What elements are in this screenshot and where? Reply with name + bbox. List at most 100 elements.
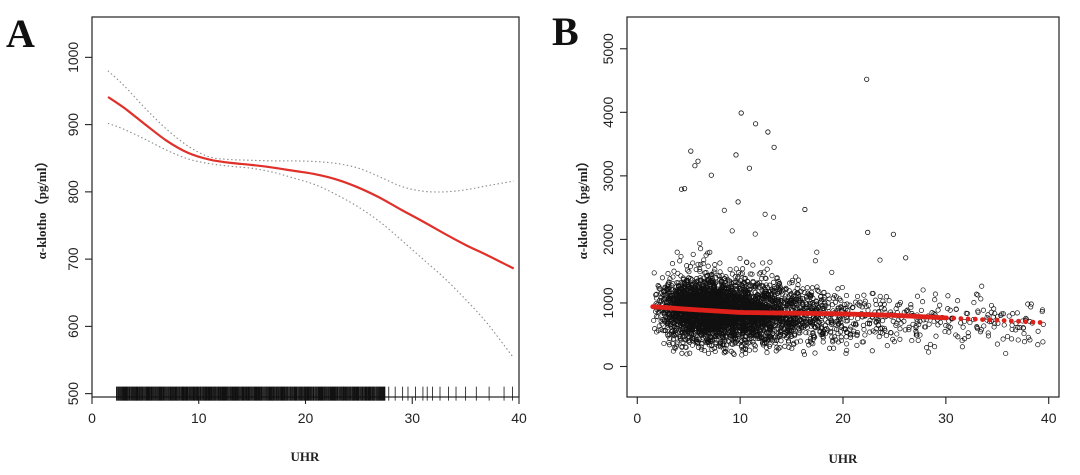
data-point (786, 288, 792, 294)
data-point (668, 322, 674, 328)
data-point (1015, 337, 1021, 343)
data-point (752, 347, 758, 353)
data-point (914, 293, 921, 299)
data-point (774, 284, 780, 291)
data-point (668, 316, 674, 323)
ci-upper-curve (107, 70, 514, 193)
data-point (722, 285, 728, 291)
data-point (803, 304, 809, 310)
data-point (829, 269, 835, 275)
data-point (786, 344, 792, 350)
data-point (764, 266, 770, 272)
data-point (844, 347, 850, 353)
data-point (670, 331, 676, 338)
data-point (793, 296, 799, 302)
panel-a-x-tick-label: 40 (511, 410, 527, 426)
data-point (726, 297, 733, 303)
data-point (825, 327, 831, 333)
panel-a: A 0 10 20 30 40 500 600 700 800 900 1000 UHR α-klo… (6, 11, 527, 464)
data-point (721, 207, 727, 213)
data-point (978, 296, 984, 302)
data-point (754, 282, 760, 288)
data-point (756, 271, 762, 277)
data-point (814, 287, 820, 293)
data-point (759, 340, 766, 346)
data-point (776, 289, 782, 295)
data-point (946, 329, 952, 335)
data-point (806, 330, 812, 336)
panel-a-x-axis-title: UHR (291, 449, 321, 464)
data-point (926, 321, 932, 327)
data-point (764, 350, 770, 356)
data-point (816, 320, 822, 326)
data-point (714, 314, 720, 320)
data-point (778, 318, 784, 324)
data-point (961, 318, 967, 325)
data-point (682, 318, 688, 325)
data-point (701, 291, 707, 297)
data-point (693, 332, 699, 339)
data-point (888, 329, 894, 336)
data-point (713, 280, 719, 286)
data-point (862, 332, 868, 338)
panel-b-y-tick-label: 2000 (600, 224, 616, 255)
data-point (774, 337, 780, 343)
data-point (682, 295, 688, 301)
data-point (787, 326, 793, 332)
data-point (741, 329, 747, 335)
data-point (916, 321, 922, 327)
panel-b-letter: B (552, 9, 579, 54)
data-point (933, 333, 939, 339)
data-point (946, 318, 952, 324)
data-point (1039, 307, 1046, 313)
data-point (841, 305, 847, 311)
data-point (713, 333, 719, 339)
data-point (804, 285, 810, 291)
data-point (740, 285, 746, 291)
data-point (653, 313, 659, 320)
data-point (659, 275, 665, 281)
data-point (809, 300, 815, 307)
data-point (767, 341, 773, 347)
data-point (835, 320, 841, 327)
data-point (893, 306, 899, 312)
data-point (760, 302, 766, 309)
data-point (671, 311, 677, 317)
data-point (831, 345, 837, 351)
data-point (973, 291, 980, 297)
data-point (695, 301, 701, 307)
data-point (804, 296, 810, 302)
data-point (718, 303, 724, 309)
data-point (831, 292, 838, 299)
data-point (723, 346, 729, 352)
data-point (835, 286, 841, 292)
data-point (696, 319, 702, 325)
data-point (744, 303, 750, 309)
data-point (920, 287, 926, 293)
data-point (747, 271, 753, 277)
data-point (937, 302, 943, 308)
data-point (725, 338, 732, 344)
data-point (758, 327, 764, 333)
data-point (894, 331, 900, 337)
data-point (897, 299, 904, 306)
data-point (1009, 326, 1015, 332)
data-point (782, 343, 788, 349)
data-point (880, 298, 886, 304)
data-point (776, 333, 782, 339)
data-point (775, 346, 781, 352)
outlier-point (802, 206, 808, 213)
data-point (831, 315, 837, 321)
data-point (750, 262, 756, 268)
data-point (906, 327, 912, 333)
data-point (709, 346, 715, 352)
data-point (922, 324, 928, 330)
data-point (902, 327, 908, 333)
panel-a-y-tick-label: 1000 (65, 42, 81, 73)
data-point (753, 332, 760, 338)
data-point (744, 278, 750, 284)
data-point (760, 260, 766, 266)
data-point (695, 288, 701, 295)
data-point (901, 318, 907, 324)
data-point (775, 278, 781, 284)
